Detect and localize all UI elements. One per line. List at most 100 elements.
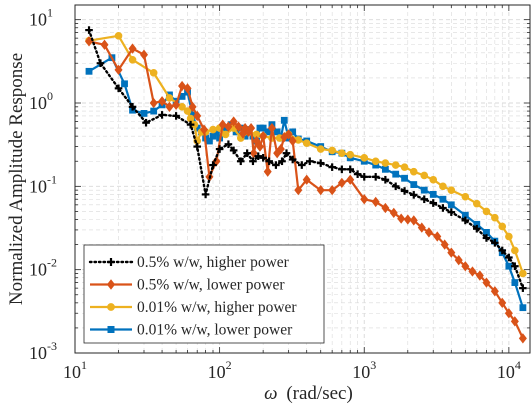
data-point [114, 84, 123, 93]
data-point [360, 194, 369, 205]
data-point [439, 195, 447, 203]
data-point [100, 39, 109, 50]
data-point [316, 184, 325, 196]
data-point [511, 262, 519, 271]
legend-entry: 0.01% w/w, higher power [90, 299, 297, 316]
data-point [302, 139, 311, 147]
data-point [85, 26, 93, 34]
data-point [165, 101, 174, 112]
data-point [482, 277, 491, 288]
data-point [519, 269, 527, 278]
data-point [265, 157, 273, 166]
data-point [188, 101, 197, 112]
data-point [273, 128, 281, 136]
data-point [498, 246, 507, 255]
y-tick-label-base: 10 [29, 343, 47, 363]
data-point [505, 262, 513, 270]
x-tick-label-base: 10 [63, 362, 81, 382]
x-tick-label: 102 [208, 358, 232, 382]
data-point [139, 49, 149, 60]
legend: 0.5% w/w, higher power 0.5% w/w, lower po… [83, 244, 325, 344]
series-0 [85, 26, 527, 292]
data-point [255, 141, 264, 152]
x-tick-label-base: 10 [352, 362, 370, 382]
x-tick-label-exponent: 3 [370, 358, 376, 372]
data-point [337, 177, 346, 189]
data-point [282, 149, 291, 157]
data-point [505, 232, 513, 241]
data-point [149, 69, 158, 77]
y-tick-label: 10-3 [29, 339, 57, 363]
data-point [472, 199, 481, 208]
data-point [461, 216, 470, 225]
data-point [400, 163, 409, 171]
data-point [371, 196, 380, 208]
x-tick-label: 104 [497, 358, 521, 382]
data-point [371, 173, 380, 181]
data-point [158, 111, 166, 119]
y-tick-label: 101 [29, 6, 53, 30]
data-point [397, 213, 406, 224]
data-point [243, 149, 251, 157]
x-tick-label: 101 [63, 358, 87, 382]
data-point [297, 161, 306, 169]
data-point [346, 165, 355, 174]
x-axis-symbol: ω [264, 383, 277, 404]
data-point [150, 107, 158, 115]
data-point [360, 173, 369, 181]
data-point [429, 191, 437, 198]
data-point [381, 159, 390, 167]
data-point [276, 143, 285, 155]
data-point [468, 266, 477, 277]
data-point [371, 157, 380, 166]
axes-box [74, 4, 531, 354]
data-point [215, 145, 224, 153]
data-point [490, 286, 499, 297]
data-point [440, 239, 449, 250]
legend-label: 0.5% w/w, lower power [137, 277, 285, 294]
data-point [96, 59, 105, 68]
data-point [263, 166, 272, 177]
data-point [461, 261, 470, 272]
legend-marker [107, 303, 115, 311]
data-point [128, 55, 137, 64]
data-point [504, 308, 513, 319]
data-point [498, 297, 507, 308]
data-point [224, 121, 233, 132]
series-1 [85, 36, 527, 344]
data-point [183, 83, 192, 94]
data-point [149, 97, 158, 109]
data-point [429, 175, 438, 184]
legend-entry: 0.5% w/w, higher power [88, 254, 290, 271]
data-point [475, 270, 484, 281]
data-point [140, 110, 148, 117]
y-tick-label-exponent: 0 [47, 89, 53, 103]
data-point [247, 122, 256, 134]
data-point [278, 157, 286, 166]
plot-area [85, 26, 527, 344]
data-point [518, 333, 527, 344]
legend-entry: 0.01% w/w, lower power [90, 322, 293, 339]
data-point [302, 174, 311, 185]
data-point [280, 116, 288, 124]
data-point [510, 316, 519, 327]
data-point [424, 227, 433, 238]
data-point [498, 222, 507, 231]
y-tick-label-exponent: -1 [47, 172, 57, 186]
data-point [519, 284, 527, 292]
y-tick-label-exponent: -2 [47, 256, 57, 270]
data-point [381, 165, 389, 173]
data-point [472, 224, 481, 233]
legend-marker [106, 279, 116, 290]
data-point [254, 152, 263, 160]
data-point [229, 146, 238, 155]
y-tick-label-base: 10 [29, 260, 47, 280]
legend-label: 0.5% w/w, higher power [137, 254, 290, 271]
data-point [360, 154, 369, 162]
data-point [114, 64, 123, 75]
data-point [505, 253, 513, 262]
data-point [346, 174, 355, 185]
data-point [409, 167, 418, 176]
data-point [316, 159, 325, 167]
data-point [229, 116, 238, 127]
